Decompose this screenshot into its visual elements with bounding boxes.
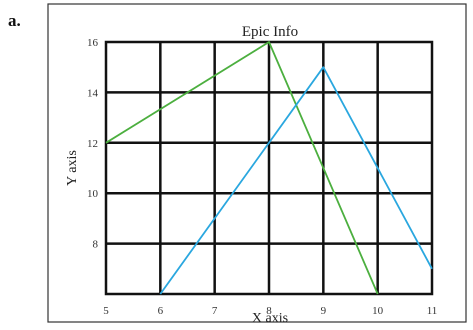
x-axis-label: X axis [252,311,288,326]
panel-label: a. [8,11,21,30]
x-tick-label: 8 [266,305,272,317]
y-tick-label: 8 [93,239,99,251]
x-tick-label: 7 [212,305,218,317]
series-lines [105,41,433,295]
x-tick-label: 9 [321,305,327,317]
y-tick-label: 12 [87,138,98,150]
series-line-1 [105,41,379,295]
figure-frame [47,3,467,323]
chart-title: Epic Info [242,24,298,40]
x-tick-label: 10 [372,305,384,317]
y-axis-label: Y axis [65,150,80,186]
x-tick-label: 5 [103,305,109,317]
y-tick-label: 16 [87,37,99,49]
x-tick-label: 11 [427,305,438,317]
series-line-2 [159,66,433,295]
y-tick-label: 14 [87,87,99,99]
tick-labels: 5 6 7 8 9 10 11 8 10 12 14 16 [87,37,437,317]
x-tick-label: 6 [158,305,164,317]
y-tick-label: 10 [87,188,99,200]
